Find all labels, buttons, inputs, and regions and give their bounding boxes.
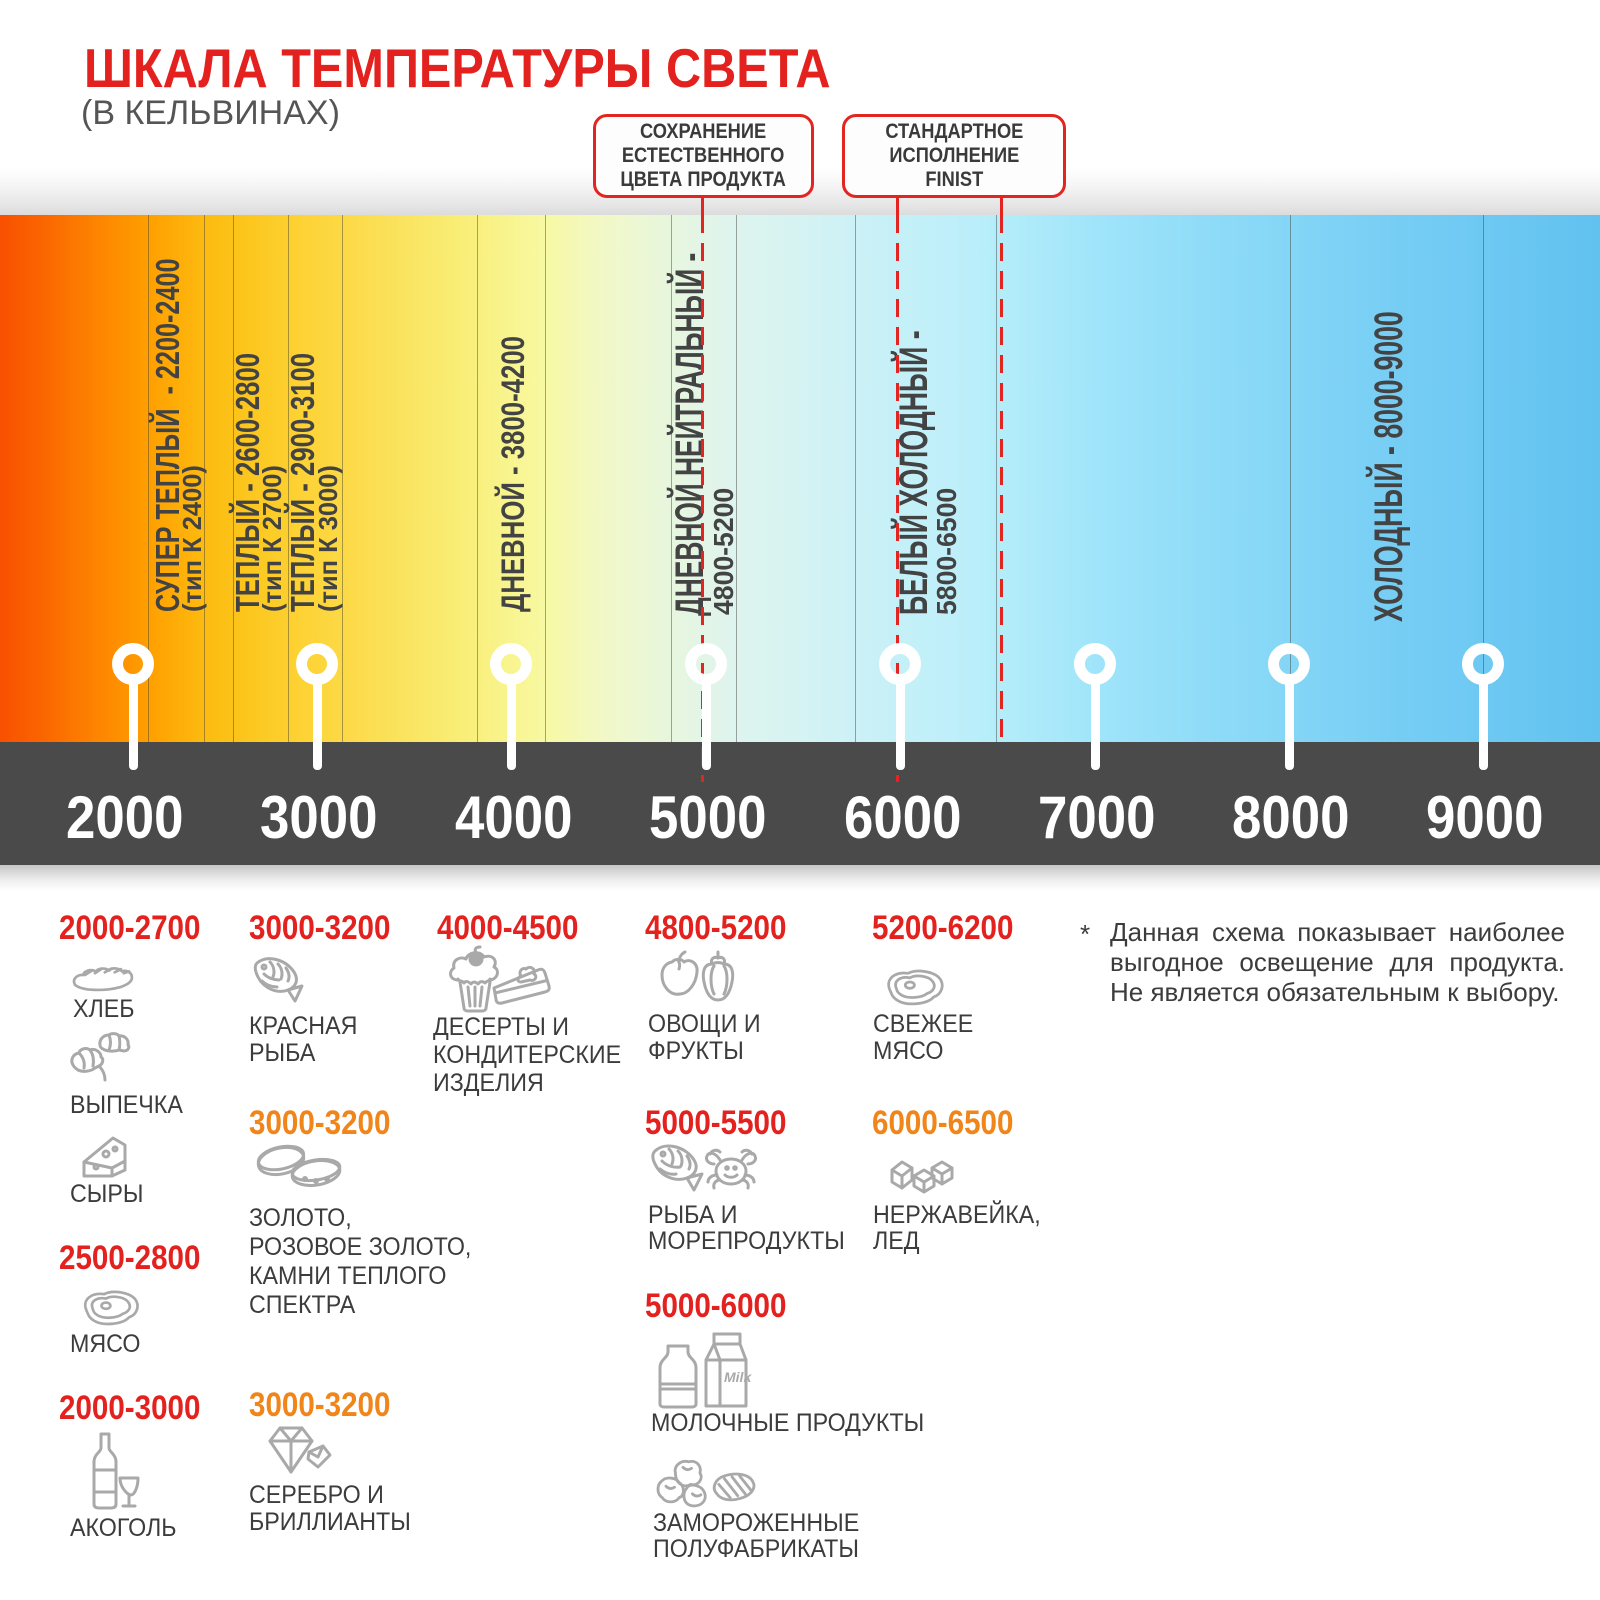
svg-text:Milk: Milk <box>724 1369 752 1385</box>
